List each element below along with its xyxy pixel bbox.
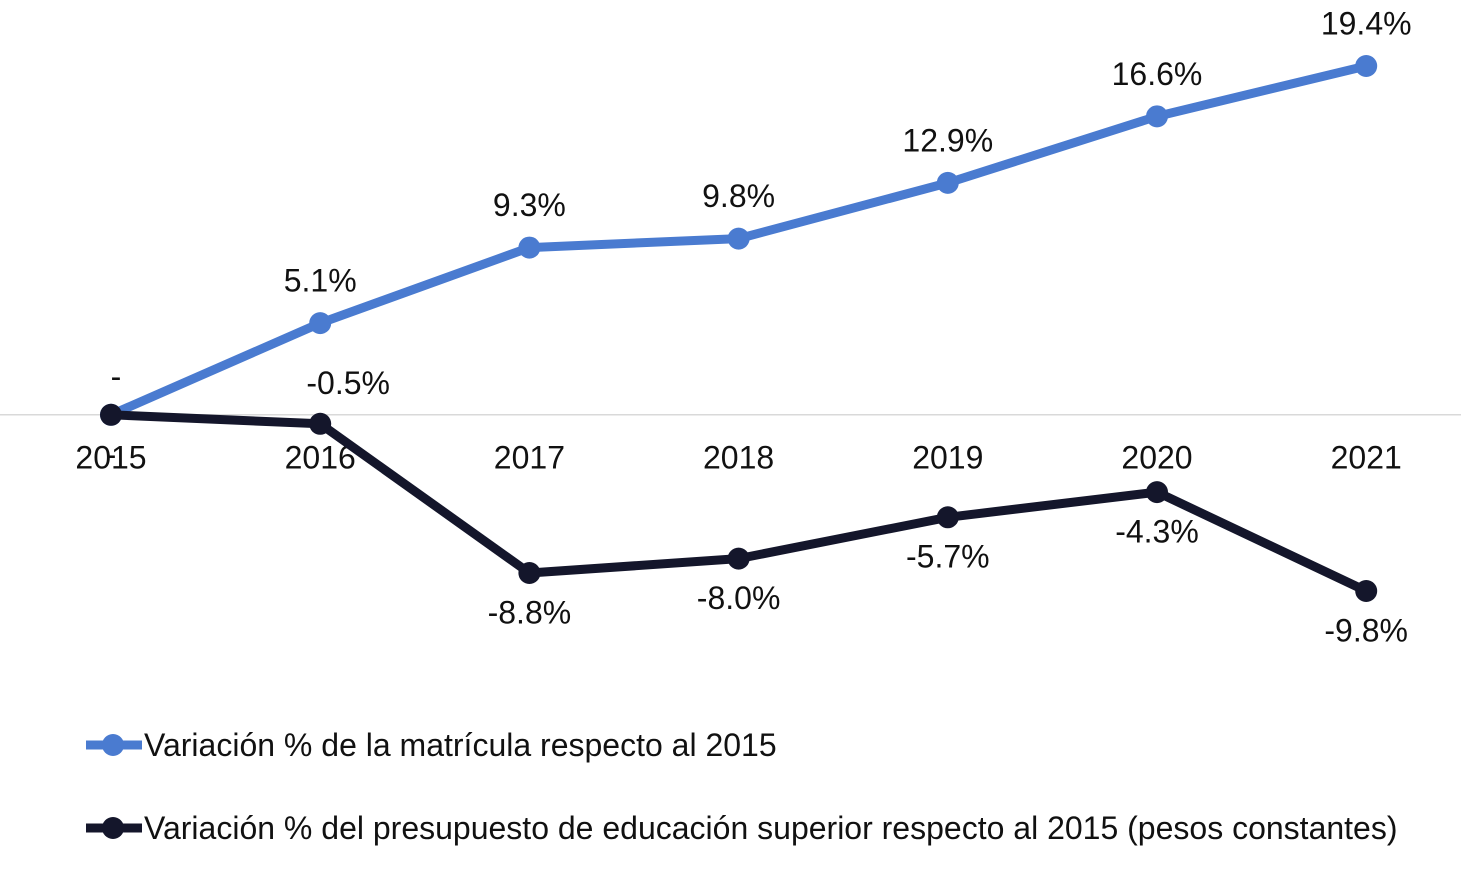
- data-label: 9.3%: [493, 187, 566, 223]
- point: [936, 506, 959, 529]
- legend-label: Variación % del presupuesto de educación…: [144, 810, 1398, 846]
- legend-item: Variación % de la matrícula respecto al …: [82, 725, 1414, 765]
- data-label: -8.0%: [697, 580, 781, 616]
- point: [1146, 481, 1168, 504]
- data-label: 16.6%: [1112, 56, 1203, 92]
- point: [309, 312, 332, 335]
- point: [1146, 105, 1168, 128]
- x-tick-label: 2020: [1121, 439, 1192, 475]
- x-tick-label: 2019: [912, 439, 983, 475]
- data-label: -: [106, 436, 117, 472]
- legend-swatch: [86, 817, 142, 839]
- data-label: -0.5%: [306, 365, 390, 401]
- x-tick-label: 2017: [494, 439, 565, 475]
- point: [727, 227, 750, 250]
- legend-swatch: [86, 734, 142, 756]
- point: [100, 403, 122, 426]
- data-label: -5.7%: [906, 539, 990, 575]
- data-label: -4.3%: [1115, 514, 1199, 550]
- data-label: 19.4%: [1321, 5, 1412, 41]
- data-label: 9.8%: [702, 178, 775, 214]
- x-tick-label: 2021: [1331, 439, 1402, 475]
- data-label: 5.1%: [284, 263, 357, 299]
- legend-label: Variación % de la matrícula respecto al …: [144, 727, 777, 763]
- x-tick-label: 2015: [75, 439, 146, 475]
- data-label: -: [111, 358, 122, 394]
- point: [1355, 580, 1378, 602]
- point: [518, 236, 541, 259]
- point: [936, 171, 959, 194]
- point: [309, 412, 332, 435]
- legend-marker: [102, 734, 124, 756]
- data-label: -9.8%: [1324, 612, 1408, 648]
- legend-marker: [102, 817, 124, 839]
- data-label: 12.9%: [902, 122, 993, 158]
- point: [727, 547, 750, 570]
- point: [518, 562, 541, 585]
- point: [1355, 55, 1378, 77]
- legend-item: Variación % del presupuesto de educación…: [82, 808, 1414, 848]
- chart: 2015 2016 2017 2018 2019 2020 2021-5.1%9.3% 9.8…: [0, 5, 1461, 648]
- x-tick-label: 2018: [703, 439, 774, 475]
- data-label: -8.8%: [488, 594, 572, 630]
